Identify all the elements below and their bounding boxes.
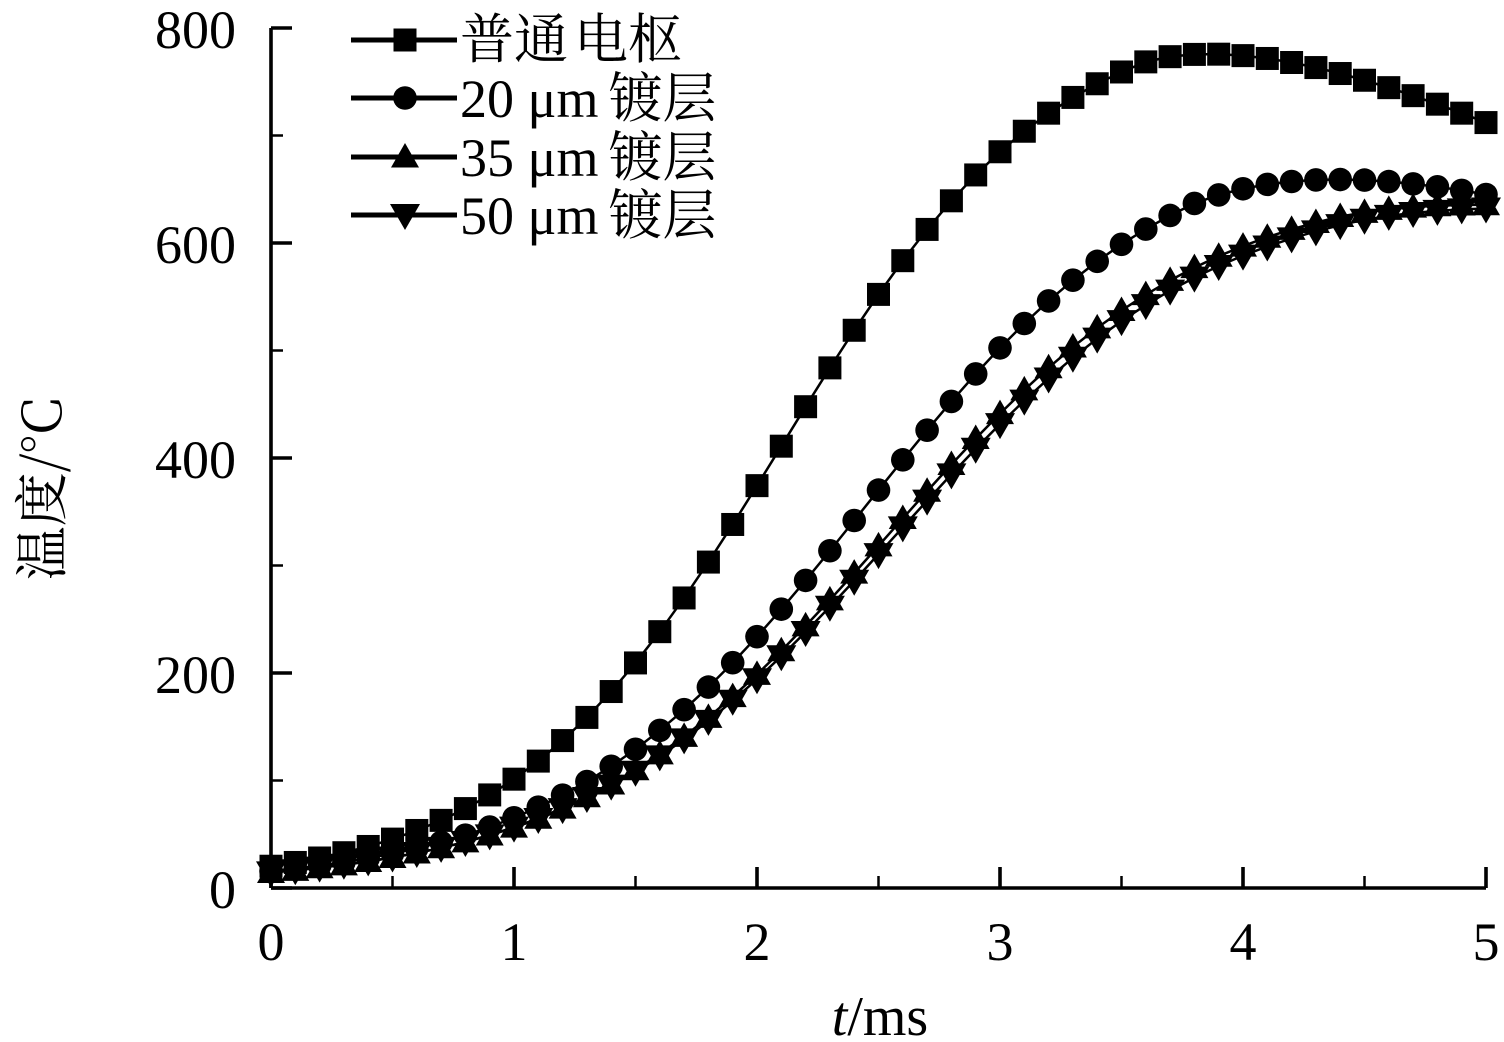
- svg-text:0: 0: [258, 912, 285, 972]
- svg-text:4: 4: [1230, 912, 1257, 972]
- svg-text:3: 3: [987, 912, 1014, 972]
- svg-text:1: 1: [501, 912, 528, 972]
- svg-text:200: 200: [155, 645, 236, 705]
- svg-text:600: 600: [155, 215, 236, 275]
- svg-text:800: 800: [155, 0, 236, 60]
- svg-text:t/ms: t/ms: [832, 986, 928, 1042]
- svg-text:温度/°C: 温度/°C: [0, 398, 77, 581]
- svg-text:2: 2: [744, 912, 771, 972]
- svg-text:0: 0: [209, 860, 236, 920]
- svg-text:400: 400: [155, 430, 236, 490]
- svg-text:5: 5: [1473, 912, 1500, 972]
